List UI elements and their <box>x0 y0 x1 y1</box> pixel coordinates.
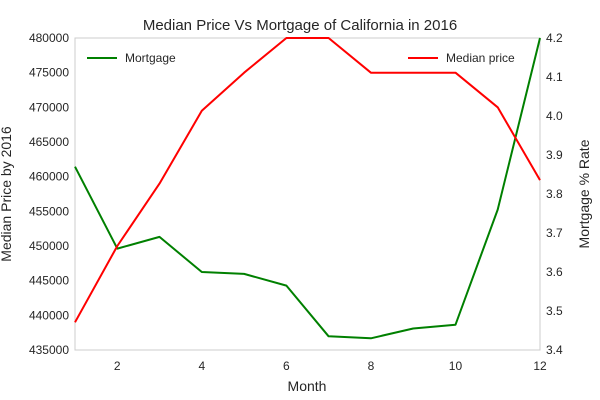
legend-median-price: Median price <box>408 51 515 65</box>
y-left-tick-label: 455000 <box>29 204 69 218</box>
y-left-tick-label: 470000 <box>29 100 69 114</box>
y-axis-right-label: Mortgage % Rate <box>576 139 592 248</box>
chart-title: Median Price Vs Mortgage of California i… <box>143 17 457 34</box>
x-tick-label: 2 <box>114 359 121 373</box>
y-right-tick-label: 3.6 <box>546 265 563 279</box>
y-axis-left-ticks: 435000 440000 445000 450000 455000 460000 4650… <box>29 31 69 357</box>
legend-median-price-label: Median price <box>446 51 515 65</box>
x-axis-label: Month <box>288 378 327 394</box>
y-right-tick-label: 4.2 <box>546 31 563 45</box>
y-left-tick-label: 435000 <box>29 343 69 357</box>
series-line-median-price <box>74 37 541 323</box>
y-right-tick-label: 3.9 <box>546 148 563 162</box>
y-right-tick-label: 3.7 <box>546 226 563 240</box>
x-tick-label: 10 <box>449 359 463 373</box>
x-tick-label: 12 <box>533 359 547 373</box>
series-line-mortgage <box>74 37 541 340</box>
y-left-tick-label: 440000 <box>29 308 69 322</box>
y-axis-left-label: Median Price by 2016 <box>0 126 14 262</box>
y-axis-right-ticks: 3.4 3.5 3.6 3.7 3.8 3.9 4.0 4.1 4.2 <box>546 31 563 357</box>
legend-mortgage: Mortgage <box>87 51 176 65</box>
x-tick-label: 4 <box>198 359 205 373</box>
series-lines <box>74 37 541 340</box>
legend-mortgage-label: Mortgage <box>125 51 176 65</box>
x-tick-label: 6 <box>283 359 290 373</box>
x-tick-label: 8 <box>368 359 375 373</box>
y-right-tick-label: 3.8 <box>546 187 563 201</box>
y-left-tick-label: 445000 <box>29 274 69 288</box>
y-right-tick-label: 4.1 <box>546 70 563 84</box>
y-right-tick-label: 3.4 <box>546 343 563 357</box>
y-left-tick-label: 480000 <box>29 31 69 45</box>
y-right-tick-label: 4.0 <box>546 109 563 123</box>
y-left-tick-label: 475000 <box>29 66 69 80</box>
x-axis-ticks: 2 4 6 8 10 12 <box>114 359 547 373</box>
y-left-tick-label: 460000 <box>29 170 69 184</box>
y-right-tick-label: 3.5 <box>546 304 563 318</box>
y-left-tick-label: 450000 <box>29 239 69 253</box>
y-left-tick-label: 465000 <box>29 135 69 149</box>
